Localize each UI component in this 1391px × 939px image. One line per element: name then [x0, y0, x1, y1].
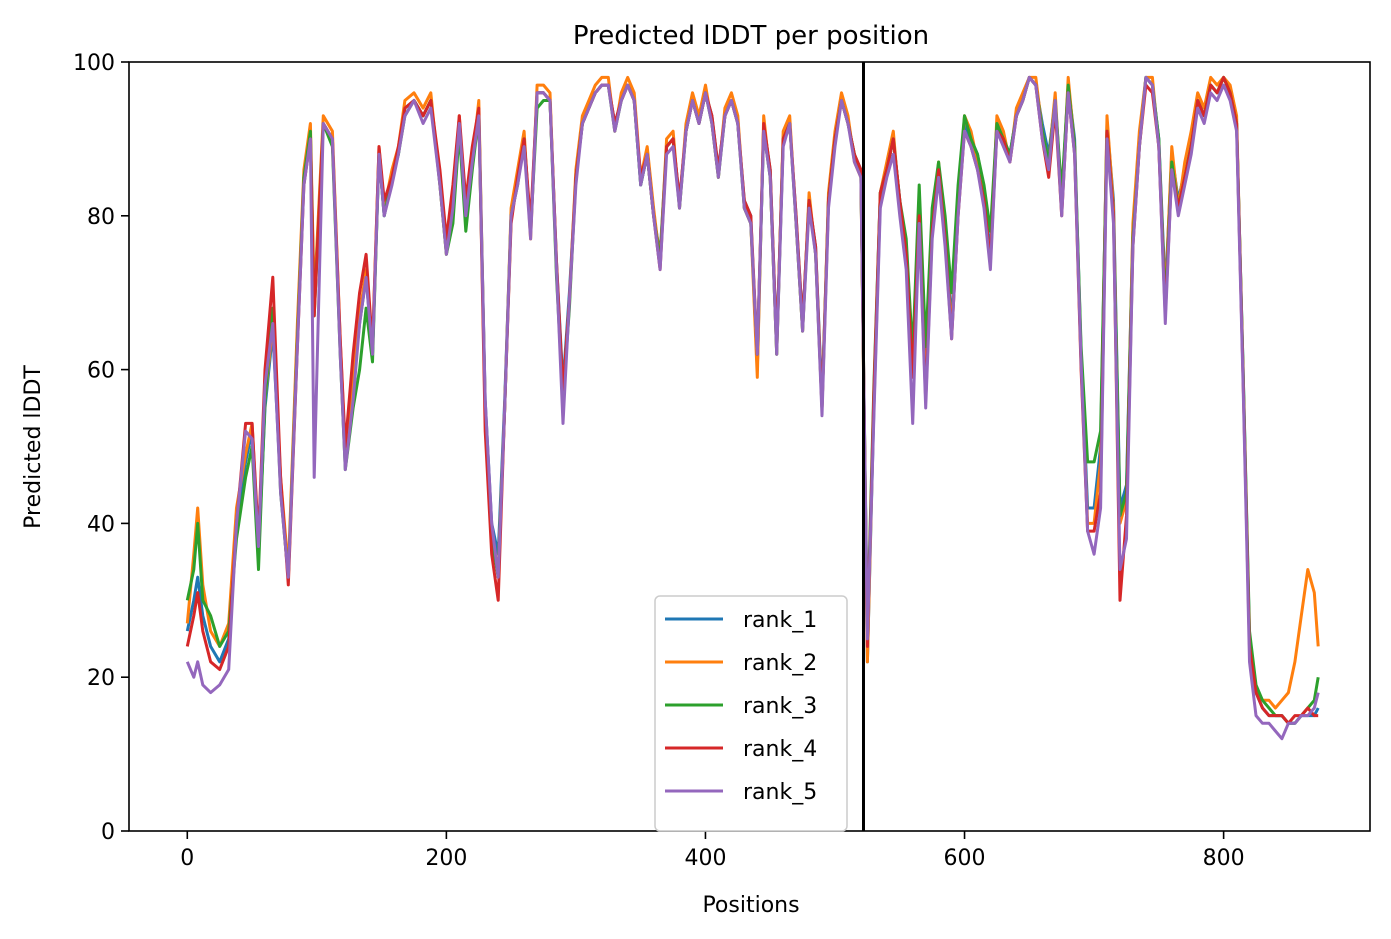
y-tick-label: 80 [87, 205, 115, 230]
y-tick-label: 40 [87, 512, 115, 537]
legend-label-rank_4: rank_4 [743, 737, 817, 762]
legend-label-rank_1: rank_1 [743, 608, 817, 633]
x-tick-label: 800 [1203, 846, 1245, 871]
x-tick-label: 400 [684, 846, 726, 871]
y-tick-label: 60 [87, 359, 115, 384]
x-axis: 0 200 400 600 800 [180, 831, 1245, 871]
legend-label-rank_2: rank_2 [743, 651, 817, 676]
y-axis-label: Predicted lDDT [21, 365, 46, 529]
plot-lines [185, 75, 1320, 741]
x-tick-label: 0 [180, 846, 194, 871]
y-axis: 0 20 40 60 80 100 [73, 51, 129, 845]
legend-label-rank_3: rank_3 [743, 694, 817, 719]
x-tick-label: 600 [944, 846, 986, 871]
x-axis-label: Positions [702, 893, 799, 918]
x-tick-label: 200 [425, 846, 467, 871]
legend-label-rank_5: rank_5 [743, 780, 817, 805]
legend: rank_1 rank_2 rank_3 rank_4 rank_5 [654, 595, 848, 832]
legend-box [654, 595, 848, 832]
chart-title: Predicted lDDT per position [573, 21, 929, 51]
y-tick-label: 0 [101, 820, 115, 845]
y-tick-label: 20 [87, 666, 115, 691]
series-line-rank_5 [185, 75, 1320, 741]
y-tick-label: 100 [73, 51, 115, 76]
